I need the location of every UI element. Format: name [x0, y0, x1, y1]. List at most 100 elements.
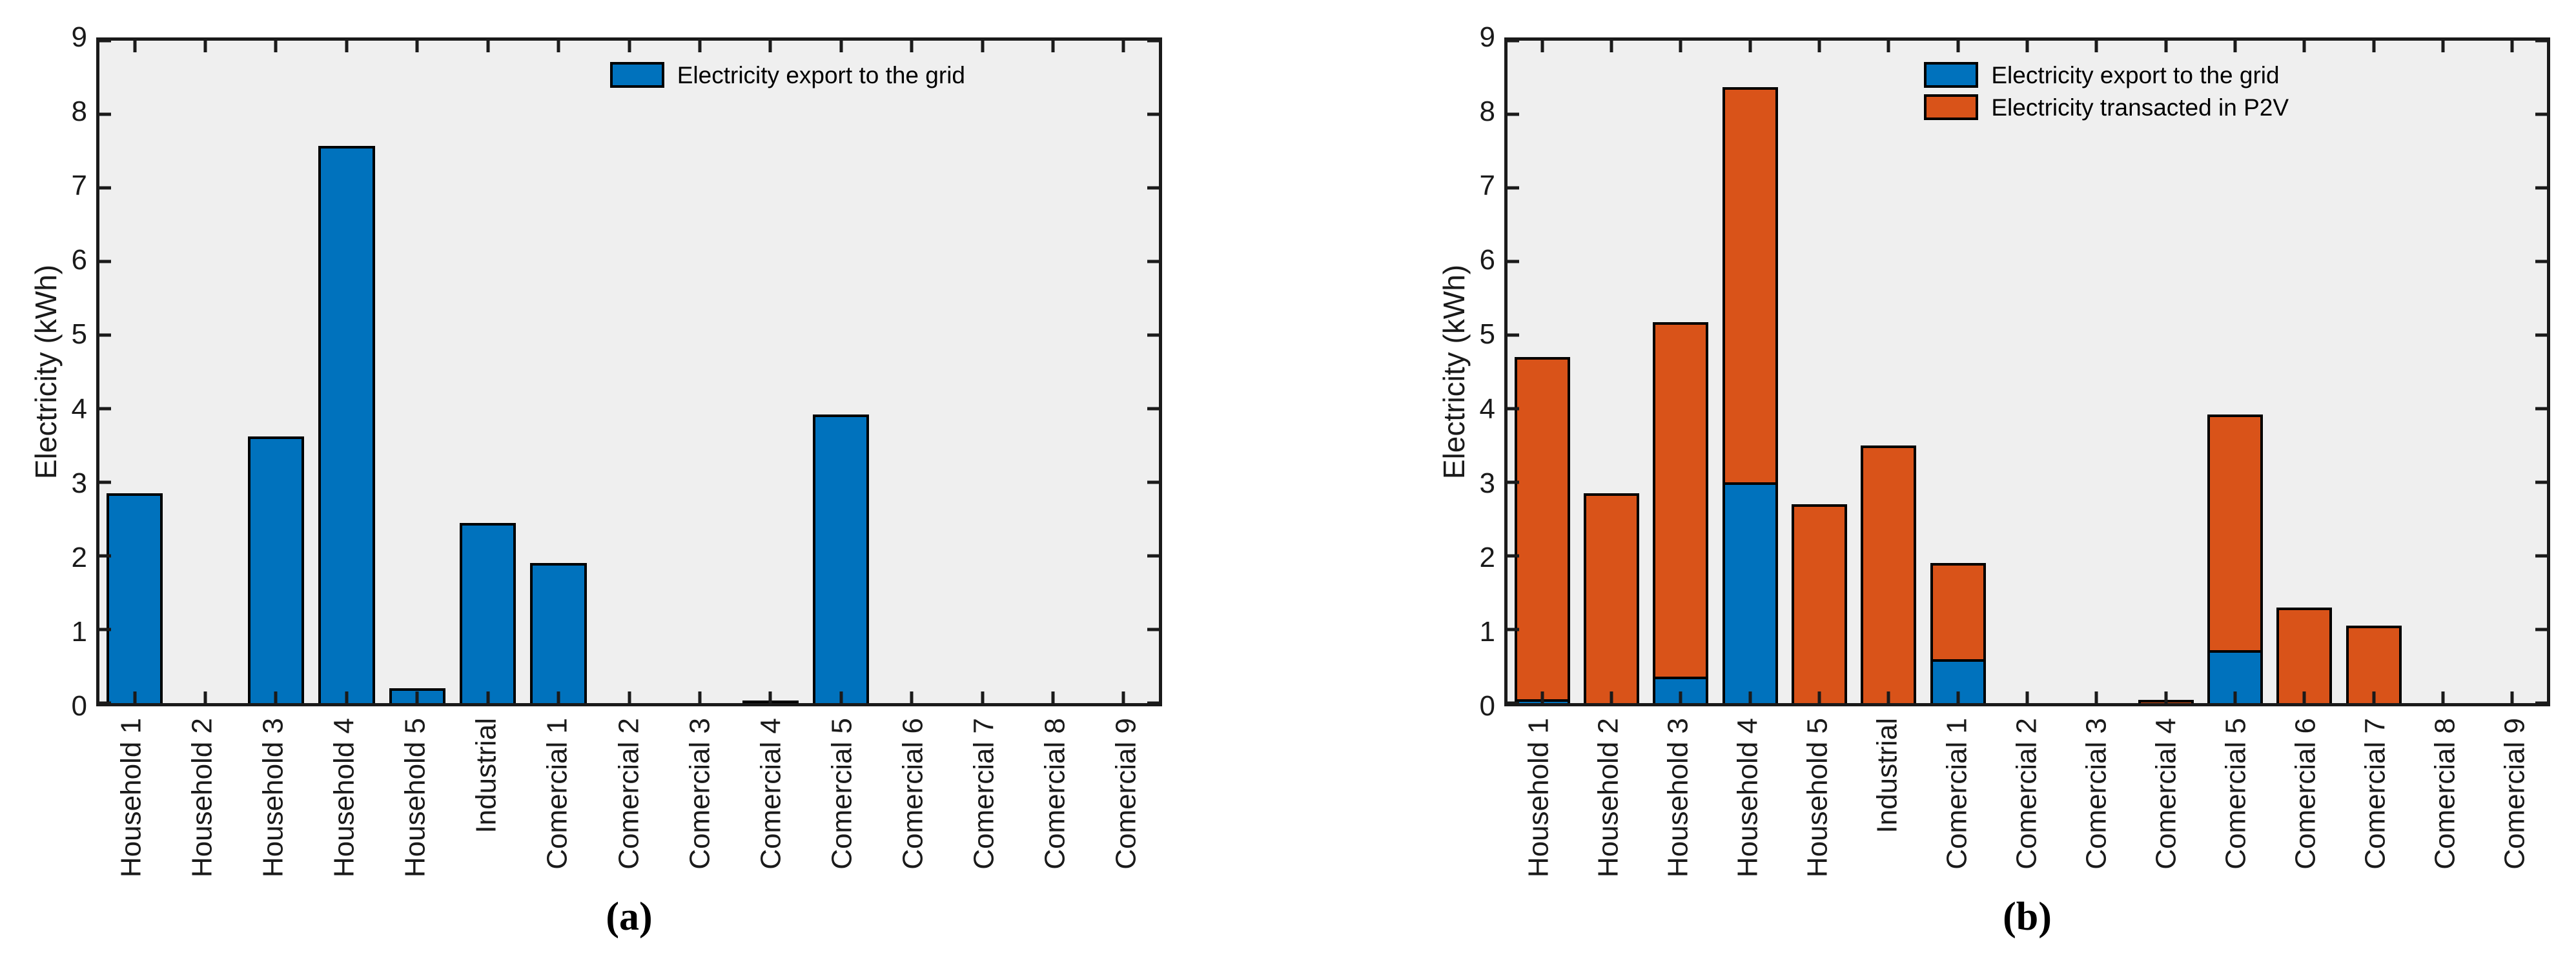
y-tick [99, 39, 111, 43]
x-tick-label: Comercial 6 [2289, 718, 2322, 870]
y-tick [1508, 554, 1519, 558]
y-tick-label: 1 [71, 615, 87, 648]
x-tick [2025, 691, 2029, 703]
y-tick [2535, 407, 2547, 411]
y-tick [2535, 554, 2547, 558]
y-tick-label: 4 [1479, 393, 1495, 425]
x-tick [2164, 41, 2168, 52]
y-tick [1508, 480, 1519, 484]
x-tick [768, 691, 772, 703]
x-tick [2510, 691, 2514, 703]
ticks-layer [1508, 39, 2547, 705]
y-tick [1508, 112, 1519, 116]
x-tick [628, 691, 631, 703]
x-tick [839, 691, 843, 703]
bar-household-4 [1722, 87, 1778, 482]
x-tick [1817, 691, 1821, 703]
legend: Electricity export to the grid Electricit… [1924, 62, 2289, 120]
y-tick-label: 8 [1479, 96, 1495, 128]
bar-household-2 [1584, 493, 1639, 703]
x-tick [486, 691, 490, 703]
x-tick [557, 41, 560, 52]
x-tick [2302, 691, 2306, 703]
y-tick [99, 480, 111, 484]
x-tick [2372, 691, 2376, 703]
y-tick-label: 5 [71, 318, 87, 351]
x-tick [1121, 691, 1125, 703]
x-tick [1051, 691, 1055, 703]
bar-household-4 [318, 146, 375, 703]
x-tick-label: Household 2 [186, 718, 218, 878]
y-tick [99, 186, 111, 190]
x-tick-label: Household 1 [115, 718, 147, 878]
x-tick-label: Comercial 5 [826, 718, 858, 870]
x-tick [274, 691, 278, 703]
plot-area: Electricity export to the grid [96, 37, 1162, 706]
x-tick [1540, 691, 1544, 703]
x-tick [1956, 691, 1960, 703]
x-tick-label: Comercial 9 [1110, 718, 1142, 870]
x-tick-label: Household 4 [328, 718, 360, 878]
x-tick [1610, 41, 1613, 52]
y-tick-label: 3 [71, 467, 87, 499]
x-tick [981, 691, 984, 703]
y-tick [1147, 701, 1159, 705]
y-tick-label: 5 [1479, 318, 1495, 351]
x-tick [981, 41, 984, 52]
x-tick [698, 691, 702, 703]
y-tick [1508, 39, 1519, 43]
x-tick [1956, 41, 1960, 52]
y-tick [1147, 333, 1159, 337]
y-tick [99, 112, 111, 116]
x-tick [133, 691, 137, 703]
y-tick [99, 260, 111, 263]
y-tick-label: 1 [1479, 615, 1495, 648]
x-tick-label: Comercial 1 [542, 718, 574, 870]
x-tick [1886, 691, 1890, 703]
x-tick [486, 41, 490, 52]
bar-industrial [459, 522, 516, 703]
y-tick [99, 701, 111, 705]
x-tick [2025, 41, 2029, 52]
y-tick [1508, 333, 1519, 337]
y-tick-label: 7 [71, 170, 87, 202]
bar-comercial-5 [2207, 414, 2263, 650]
legend-label: Electricity export to the grid [677, 61, 965, 88]
bar-household-1 [1514, 357, 1570, 700]
caption-b: (b) [2003, 895, 2052, 939]
x-tick-label: Household 3 [257, 718, 289, 878]
legend-item: Electricity export to the grid [609, 61, 965, 88]
y-tick-label: 6 [71, 244, 87, 276]
y-tick [1508, 628, 1519, 631]
y-tick-label: 0 [71, 690, 87, 722]
x-tick [2094, 691, 2098, 703]
y-tick-label: 6 [1479, 244, 1495, 276]
y-tick [1147, 186, 1159, 190]
y-tick [1508, 407, 1519, 411]
x-tick [1121, 41, 1125, 52]
x-tick [557, 691, 560, 703]
y-tick [1508, 260, 1519, 263]
x-tick [345, 691, 349, 703]
y-tick [1147, 628, 1159, 631]
y-tick-label: 0 [1479, 690, 1495, 722]
x-tick-label: Comercial 5 [2220, 718, 2252, 870]
y-tick-label: 7 [1479, 170, 1495, 202]
x-tick [628, 41, 631, 52]
x-tick [2510, 41, 2514, 52]
x-tick [1748, 691, 1752, 703]
legend-swatch-icon [609, 62, 664, 88]
y-tick [1508, 186, 1519, 190]
y-tick-label: 8 [71, 96, 87, 128]
bar-comercial-1 [1930, 563, 1986, 659]
x-tick [1540, 41, 1544, 52]
y-tick-label: 2 [1479, 541, 1495, 573]
x-tick [274, 41, 278, 52]
legend-label: Electricity transacted in P2V [1991, 94, 2289, 121]
x-tick-label: Household 2 [1592, 718, 1624, 878]
y-tick [99, 333, 111, 337]
y-tick [2535, 112, 2547, 116]
x-tick-label: Comercial 2 [2010, 718, 2043, 870]
y-tick [1147, 39, 1159, 43]
y-tick [2535, 701, 2547, 705]
